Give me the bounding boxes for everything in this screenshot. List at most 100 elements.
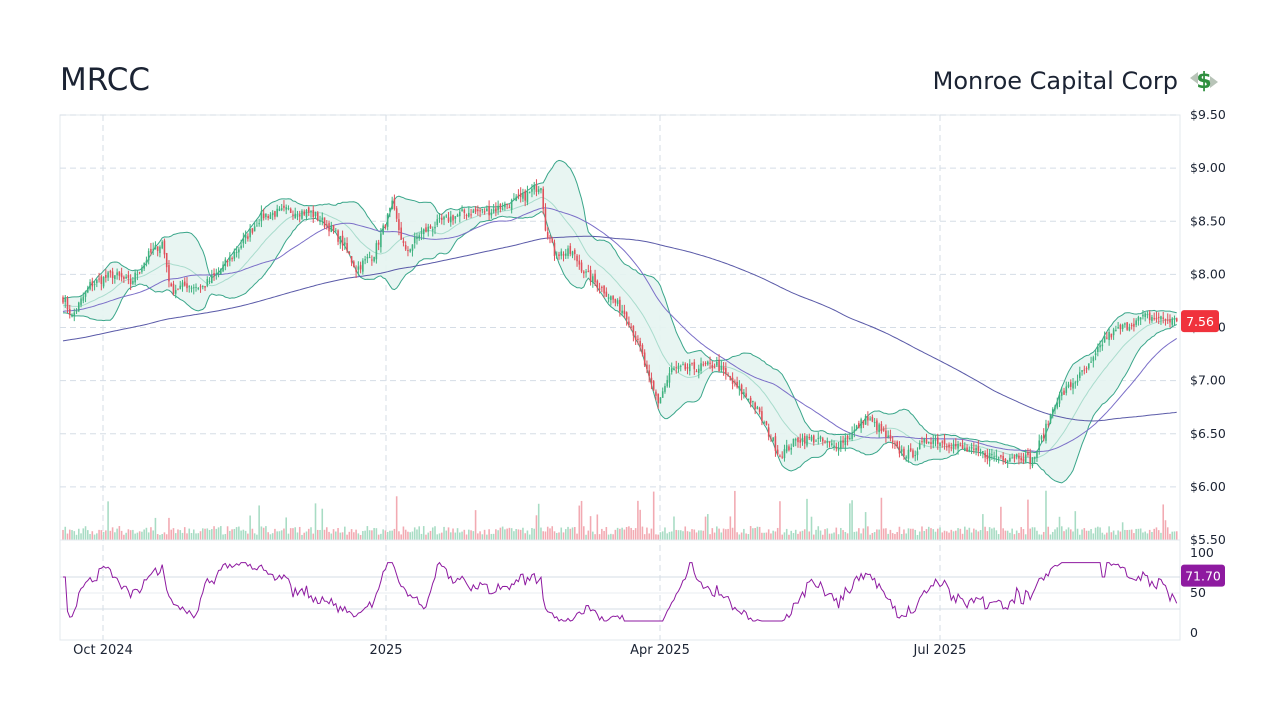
volume-bar bbox=[186, 533, 188, 540]
candle bbox=[168, 260, 170, 288]
candle-body bbox=[100, 276, 103, 284]
candle bbox=[141, 264, 143, 274]
candle-body bbox=[1157, 316, 1160, 319]
candle bbox=[220, 268, 222, 275]
volume-bar bbox=[842, 530, 844, 540]
candle bbox=[492, 204, 495, 214]
candle bbox=[1029, 448, 1031, 470]
volume-bar bbox=[1085, 530, 1088, 540]
candle-body bbox=[955, 444, 957, 447]
candle bbox=[1175, 317, 1178, 323]
candle-body bbox=[91, 281, 94, 287]
volume-bar bbox=[1173, 531, 1176, 540]
volume-bar bbox=[382, 529, 384, 540]
candle-body bbox=[1067, 384, 1070, 388]
volume-bar bbox=[247, 533, 249, 540]
volume-bar bbox=[170, 529, 173, 540]
candle-body bbox=[725, 367, 727, 375]
candle bbox=[697, 364, 700, 379]
volume-bar bbox=[797, 533, 799, 540]
volume-bar bbox=[840, 527, 842, 540]
candle-body bbox=[693, 362, 696, 370]
candle bbox=[199, 284, 202, 293]
volume-bar bbox=[265, 526, 267, 540]
candle bbox=[923, 437, 926, 448]
candle bbox=[283, 200, 285, 212]
candle bbox=[853, 423, 856, 438]
volume-bar bbox=[280, 530, 283, 540]
candle bbox=[1139, 317, 1142, 326]
candle-body bbox=[623, 310, 626, 315]
volume-bar bbox=[1088, 530, 1090, 540]
candle bbox=[1063, 387, 1065, 395]
volume-bar bbox=[833, 532, 835, 540]
volume-bar bbox=[411, 531, 414, 540]
candle-body bbox=[894, 442, 896, 444]
candle-body bbox=[492, 209, 495, 212]
candle-body bbox=[571, 251, 574, 256]
candle-body bbox=[409, 249, 411, 252]
candle bbox=[553, 239, 556, 261]
volume-bar bbox=[993, 527, 995, 540]
volume-bar bbox=[1045, 490, 1047, 540]
volume-bar bbox=[936, 528, 939, 540]
volume-bar bbox=[657, 534, 659, 540]
candle-body bbox=[1108, 331, 1110, 340]
candle-body bbox=[659, 397, 662, 404]
candle bbox=[695, 369, 698, 373]
candle-body bbox=[143, 262, 145, 269]
candle bbox=[192, 284, 195, 295]
volume-bar bbox=[544, 531, 547, 540]
candle-body bbox=[846, 435, 849, 440]
candle-body bbox=[997, 457, 1000, 459]
candle bbox=[927, 441, 930, 445]
candle-body bbox=[704, 363, 707, 365]
bollinger-middle-line bbox=[62, 196, 1177, 459]
candle bbox=[303, 209, 306, 216]
candle bbox=[891, 436, 894, 449]
volume-bar bbox=[427, 532, 430, 540]
candle bbox=[808, 433, 811, 441]
volume-bar bbox=[319, 529, 321, 540]
candle bbox=[560, 248, 563, 260]
volume-bar bbox=[1051, 531, 1054, 540]
candle bbox=[280, 203, 283, 212]
candle-body bbox=[675, 367, 678, 369]
candle-body bbox=[646, 364, 648, 370]
candle bbox=[1151, 314, 1153, 323]
volume-bar bbox=[1000, 506, 1002, 540]
candle-body bbox=[632, 325, 635, 336]
candle-body bbox=[519, 193, 522, 198]
last-price-badge-bg bbox=[1181, 310, 1219, 333]
candle-body bbox=[526, 191, 529, 203]
candle-body bbox=[362, 260, 364, 272]
candle bbox=[1006, 459, 1009, 468]
candle bbox=[229, 252, 231, 267]
candle bbox=[247, 233, 249, 242]
volume-bar bbox=[1056, 527, 1059, 540]
candle bbox=[918, 440, 921, 450]
candle bbox=[973, 442, 975, 454]
candle-body bbox=[427, 226, 430, 232]
volume-bar bbox=[1031, 527, 1034, 540]
candle bbox=[357, 261, 360, 276]
candle-body bbox=[625, 312, 628, 320]
candle-body bbox=[1092, 357, 1095, 362]
volume-bar bbox=[930, 528, 932, 540]
candle-body bbox=[330, 225, 333, 233]
volume-bar bbox=[745, 533, 747, 540]
candle-body bbox=[528, 191, 531, 193]
candle-body bbox=[1020, 457, 1022, 461]
volume-bar bbox=[269, 534, 272, 540]
volume-bar bbox=[824, 529, 826, 540]
candle bbox=[936, 433, 939, 450]
volume-bar bbox=[1011, 528, 1013, 540]
candle-body bbox=[682, 364, 684, 366]
volume-bar bbox=[449, 532, 452, 540]
candle bbox=[675, 360, 678, 374]
volume-bar bbox=[357, 533, 360, 540]
candle-body bbox=[174, 290, 177, 294]
candle bbox=[1049, 413, 1052, 425]
volume-bar bbox=[497, 530, 499, 540]
